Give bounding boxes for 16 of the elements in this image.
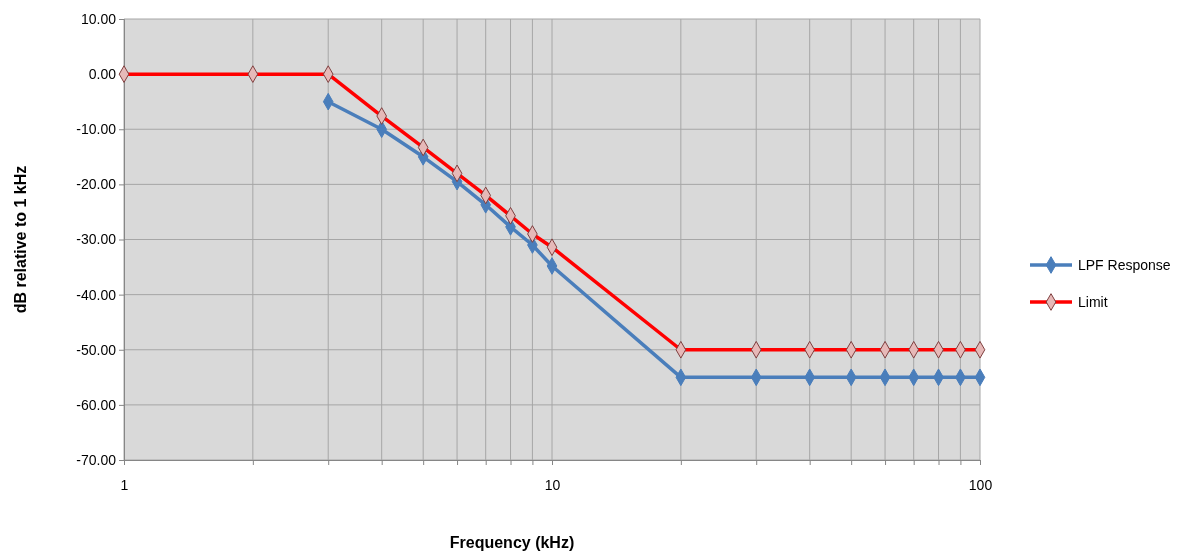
y-tick-label: -70.00 — [76, 451, 117, 468]
y-tick-label: -20.00 — [76, 176, 117, 193]
y-tick-label: 0.00 — [88, 66, 117, 83]
y-tick-label: -60.00 — [76, 396, 117, 413]
y-tick-label: -10.00 — [76, 121, 117, 138]
y-tick-label: -30.00 — [76, 231, 117, 248]
y-tick-label: -50.00 — [76, 341, 117, 358]
x-tick-label: 100 — [968, 477, 993, 494]
x-axis-title: Frequency (kHz) — [449, 534, 575, 551]
x-tick-label: 10 — [544, 477, 561, 494]
legend-label: LPF Response — [1078, 257, 1171, 273]
y-axis-title: dB relative to 1 kHz — [12, 165, 29, 314]
y-tick-label: 10.00 — [80, 10, 117, 27]
y-tick-label: -40.00 — [76, 286, 117, 303]
legend-label: Limit — [1078, 294, 1108, 310]
x-tick-label: 1 — [120, 477, 129, 494]
